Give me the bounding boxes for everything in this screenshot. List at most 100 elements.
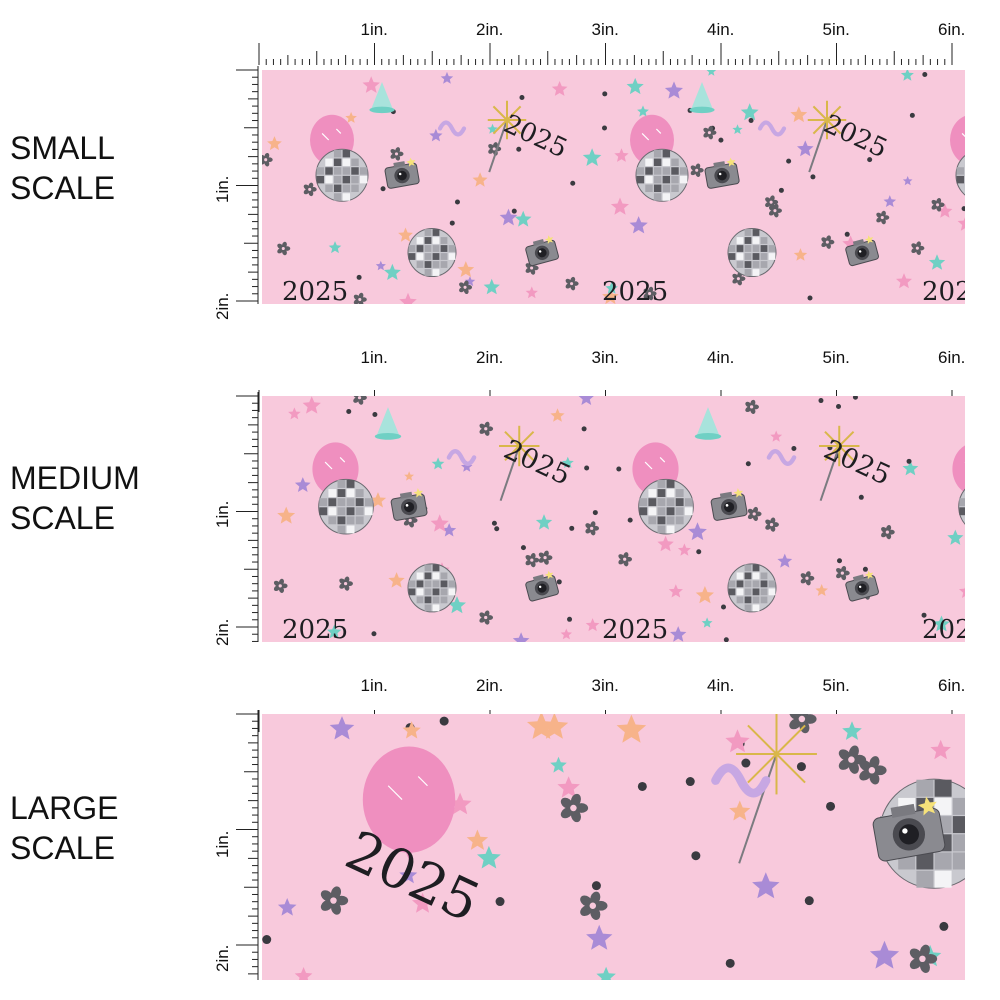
inch-label: 3in.	[591, 676, 619, 695]
year-text: 2025	[922, 615, 965, 642]
year-text: 2025	[922, 277, 965, 304]
confetti-dot	[837, 558, 843, 564]
confetti-dot	[372, 412, 378, 418]
star-icon	[550, 756, 567, 773]
confetti-dot	[685, 777, 695, 787]
star-icon	[442, 523, 457, 537]
flower-icon	[747, 506, 762, 522]
star-icon	[345, 111, 357, 123]
vertical-ticks	[236, 710, 259, 980]
star-icon	[412, 892, 434, 913]
flower-icon	[789, 714, 817, 734]
star-icon	[902, 176, 913, 186]
confetti-dot	[836, 403, 842, 409]
camera-icon	[384, 157, 420, 189]
star-icon	[302, 396, 321, 414]
disco-ball-icon	[318, 478, 374, 535]
flower-icon	[821, 235, 835, 249]
star-icon	[917, 796, 937, 816]
flower-icon	[479, 610, 494, 625]
star-icon	[540, 714, 569, 739]
camera-icon	[872, 796, 946, 862]
star-icon	[793, 248, 808, 261]
large-fabric-swatch: 2025	[262, 714, 965, 980]
confetti-dot	[602, 125, 608, 131]
confetti-dot	[804, 896, 814, 906]
flower-icon	[911, 241, 925, 255]
inch-label: 2in.	[476, 348, 504, 367]
flower-icon	[525, 553, 540, 568]
confetti-dot	[906, 458, 912, 464]
flower-icon	[339, 576, 353, 591]
flower-icon	[859, 756, 887, 785]
confetti-dot	[591, 881, 601, 891]
confetti-dot	[346, 408, 352, 414]
star-icon	[277, 506, 296, 524]
sparkler-icon	[736, 714, 817, 864]
star-icon	[327, 624, 342, 639]
confetti-dot	[818, 398, 824, 404]
confetti-dot	[570, 180, 576, 186]
star-icon	[733, 488, 744, 498]
party-hat-icon	[369, 82, 395, 114]
star-icon	[842, 721, 862, 740]
confetti-dot	[723, 637, 729, 642]
star-icon	[461, 460, 473, 472]
flower-icon	[538, 550, 553, 565]
star-icon	[483, 278, 500, 295]
year-text: 2025	[282, 277, 348, 304]
medium-scale-label: MEDIUM SCALE	[10, 458, 140, 538]
star-icon	[544, 235, 554, 244]
star-icon	[550, 408, 565, 422]
disco-ball-icon	[638, 478, 694, 535]
flower-icon	[765, 517, 779, 532]
confetti-dot	[616, 466, 622, 472]
confetti-dot	[909, 112, 915, 118]
medium-label-line1: MEDIUM	[10, 460, 140, 496]
year-text: 2025	[282, 615, 348, 642]
sparkler-icon	[819, 425, 860, 501]
flower-icon	[390, 147, 404, 161]
flower-icon	[277, 241, 291, 256]
star-icon	[688, 522, 707, 541]
balloon-icon	[950, 116, 965, 164]
flower-icon	[732, 271, 746, 286]
star-icon	[586, 924, 613, 950]
inch-label: 1in.	[360, 20, 388, 39]
star-icon	[578, 396, 594, 405]
flower-icon	[459, 280, 473, 295]
star-icon	[902, 460, 919, 476]
flower-icon	[560, 793, 589, 823]
confetti-dot	[380, 186, 386, 192]
inch-label: 1in.	[360, 676, 388, 695]
star-icon	[725, 729, 750, 753]
flower-icon	[643, 286, 657, 301]
sparkler-icon	[499, 425, 540, 501]
balloon-icon	[952, 445, 965, 493]
confetti-dot	[584, 465, 590, 471]
confetti-dot	[602, 91, 608, 97]
star-icon	[664, 81, 683, 99]
star-icon	[732, 124, 743, 134]
confetti-dot	[826, 801, 836, 811]
inch-label: 4in.	[707, 676, 735, 695]
star-icon	[429, 128, 443, 142]
confetti-dot	[921, 612, 927, 618]
confetti-dot	[627, 517, 633, 523]
ribbon-icon	[446, 449, 477, 466]
star-icon	[602, 288, 619, 304]
large-label-line2: SCALE	[10, 830, 115, 866]
flower-icon	[909, 944, 938, 973]
star-icon	[369, 492, 387, 508]
confetti-dot	[786, 158, 792, 164]
star-icon	[900, 70, 914, 81]
confetti-dot	[519, 95, 525, 101]
confetti-dot	[961, 206, 965, 212]
flower-icon	[838, 745, 867, 774]
party-hat-icon	[694, 407, 722, 440]
flower-icon	[800, 571, 815, 586]
flower-icon	[703, 125, 717, 140]
star-icon	[701, 617, 713, 628]
star-icon	[657, 535, 674, 552]
